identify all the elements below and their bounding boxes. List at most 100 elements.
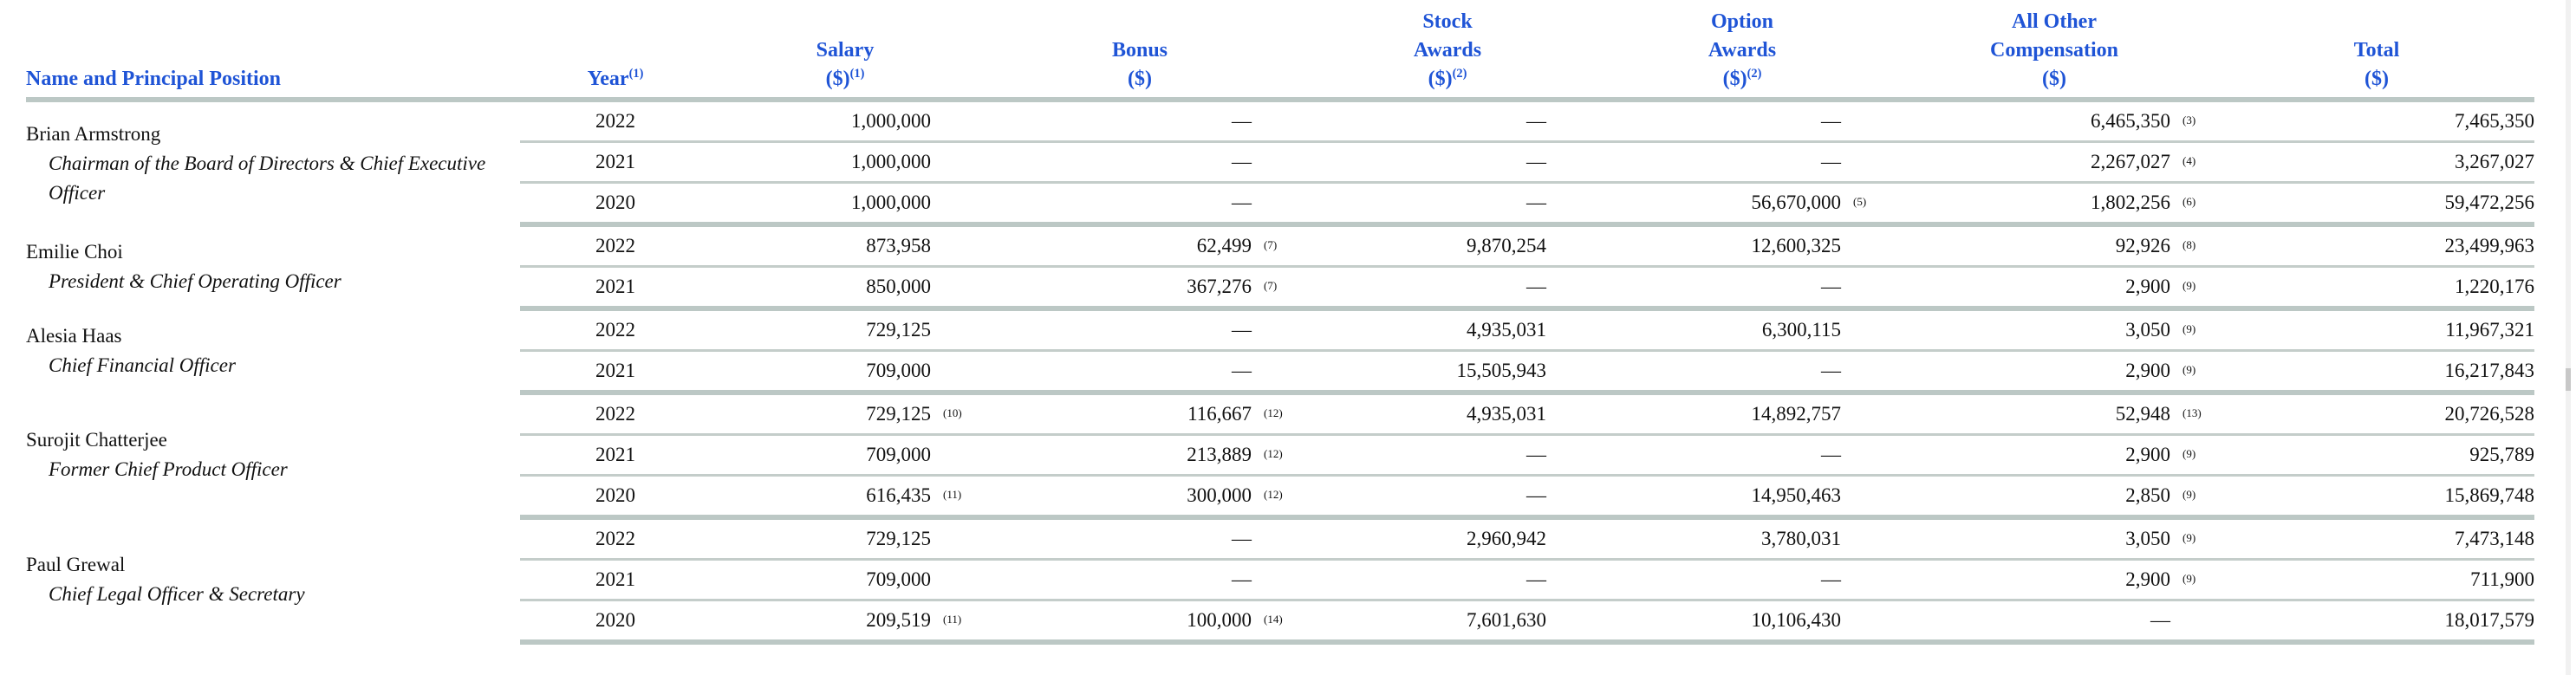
executive-cell: Surojit Chatterjee Former Chief Product O… [26,393,520,517]
total-cell: 23,499,963 [2219,224,2535,268]
footnote-slot [2170,609,2219,632]
cell-value: 62,499 [1196,235,1252,256]
bonus-cell: — [979,141,1300,184]
cell-value: 23,499,963 [2444,235,2535,256]
footnote-slot [931,151,979,173]
total-cell: 15,869,748 [2219,475,2535,520]
cell-value: 100,000 [1187,609,1252,631]
cell-value: 2,900 [2125,444,2170,465]
executive-cell: Paul Grewal Chief Legal Officer & Secreta… [26,517,520,642]
footnote-slot: (14) [1252,609,1300,632]
year-cell: 2022 [520,224,711,268]
footnote-slot: (9) [2170,360,2219,382]
cell-value: 9,870,254 [1467,235,1546,256]
year-cell: 2020 [520,475,711,520]
option-awards-cell: 56,670,000 (5) [1595,182,1890,227]
cell-value: — [1232,319,1252,341]
option-awards-cell: 14,892,757 [1595,393,1890,436]
footnote-marker: (4) [2182,154,2196,167]
salary-cell: 709,000 [711,350,979,395]
bonus-cell: — [979,182,1300,227]
stock-awards-cell: 7,601,630 [1300,600,1595,645]
cell-value: 11,967,321 [2445,319,2534,341]
executive-cell: Brian Armstrong Chairman of the Board of … [26,100,520,224]
cell-value: 12,600,325 [1751,235,1842,256]
year-cell: 2022 [520,393,711,436]
footnote-slot [931,276,979,298]
cell-value: 15,505,943 [1456,360,1547,381]
cell-value: 729,125 [866,403,931,425]
scrollbar-track[interactable] [2566,0,2571,675]
salary-cell: 709,000 [711,434,979,477]
salary-cell: 850,000 [711,266,979,311]
all-other-compensation-cell: 2,900 (9) [1890,559,2219,601]
stock-awards-cell: 2,960,942 [1300,517,1595,561]
footnote-slot [931,528,979,550]
scrollbar-thumb[interactable] [2566,368,2571,391]
footnote-slot: (9) [2170,528,2219,550]
cell-value: 2,900 [2125,276,2170,297]
footnote-marker: (5) [1853,195,1867,208]
cell-value: 729,125 [866,528,931,549]
option-awards-cell: — [1595,100,1890,143]
footnote-slot [931,444,979,466]
table-row: 2021 850,000 367,276 (7) — — 2,900 (9) 1,220,176 [26,266,2534,311]
bonus-cell: — [979,100,1300,143]
footnote-slot: (9) [2170,444,2219,466]
cell-value: — [1821,276,1841,297]
bonus-cell: 367,276 (7) [979,266,1300,311]
footnote-marker: (6) [2182,195,2196,208]
header-all-other-compensation: All Other Compensation ($) [1890,0,2219,102]
cell-value: — [1526,191,1546,213]
option-awards-cell: — [1595,434,1890,477]
table-row: 2021 709,000 — — — 2,900 (9) 711,900 [26,559,2534,601]
footnote-slot [1252,151,1300,173]
bonus-cell: 100,000 (14) [979,600,1300,645]
stock-awards-cell: — [1300,559,1595,601]
cell-value: 3,050 [2125,319,2170,341]
all-other-compensation-cell: — [1890,600,2219,645]
footnote-slot [1252,568,1300,591]
cell-value: — [1821,151,1841,172]
footnote-slot [1841,484,1890,507]
footnote-slot: (12) [1252,484,1300,507]
cell-value: 15,869,748 [2444,484,2535,506]
all-other-compensation-cell: 2,850 (9) [1890,475,2219,520]
cell-value: — [1526,444,1546,465]
header-stock-awards: Stock Awards ($)(2) [1300,0,1595,102]
footnote-slot [1841,568,1890,591]
header-year: Year(1) [520,0,711,102]
stock-awards-cell: 15,505,943 [1300,350,1595,395]
executive-title: Chairman of the Board of Directors & Chi… [49,152,486,204]
footnote-slot [1841,360,1890,382]
executive-name: Surojit Chatterjee [26,429,167,451]
cell-value: 6,465,350 [2091,110,2170,132]
salary-cell: 1,000,000 [711,100,979,143]
cell-value: — [1232,151,1252,172]
salary-cell: 209,519 (11) [711,600,979,645]
cell-value: — [1232,528,1252,549]
footnote-marker: (9) [2182,447,2196,460]
footnote-slot [1252,319,1300,341]
cell-value: 16,217,843 [2444,360,2535,381]
footnote-slot: (11) [931,484,979,507]
cell-value: 2,900 [2125,568,2170,590]
cell-value: — [1232,568,1252,590]
salary-cell: 729,125 [711,308,979,352]
cell-value: — [1526,568,1546,590]
bonus-cell: 213,889 (12) [979,434,1300,477]
cell-value: 116,667 [1187,403,1252,425]
footnote-marker: (7) [1264,279,1278,292]
cell-value: 213,889 [1187,444,1252,465]
cell-value: 3,050 [2125,528,2170,549]
footnote-slot: (7) [1252,235,1300,257]
bonus-cell: 62,499 (7) [979,224,1300,268]
table-row: 2021 709,000 — 15,505,943 — 2,900 (9) 16,217,84… [26,350,2535,395]
cell-value: — [2150,609,2170,631]
footnote-marker: (13) [2182,406,2202,419]
total-cell: 925,789 [2219,434,2534,477]
cell-value: 3,267,027 [2455,151,2534,172]
executive-name: Emilie Choi [26,240,123,263]
total-cell: 7,473,148 [2219,517,2534,561]
footnote-slot [1841,403,1890,425]
